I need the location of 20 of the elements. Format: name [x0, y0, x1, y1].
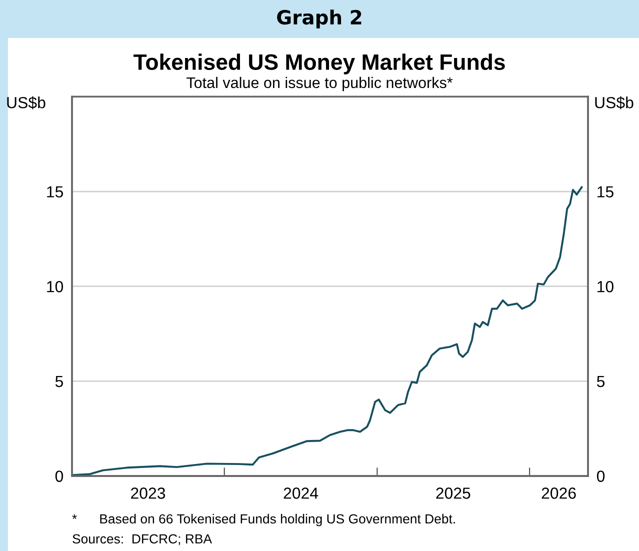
x-tick-label: 2026	[542, 488, 576, 499]
y2-axis-title: US$b	[595, 96, 634, 110]
caption: Graph 2	[277, 10, 362, 28]
text: * Based on 66 Tokenised Funds holding US Government Debt.	[72, 514, 455, 526]
x-tick-label: 2025	[436, 488, 470, 499]
x-tick-label: 2023	[131, 488, 166, 499]
y2-tick-label: 15	[598, 186, 614, 198]
line-series	[72, 186, 583, 476]
chart-subtitle: Total value on issue to public networks*	[186, 76, 453, 92]
y-tick-label: 10	[47, 280, 64, 292]
y-tick-label: 0	[55, 470, 64, 482]
y-tick-label: 15	[47, 186, 63, 198]
y2-tick-label: 5	[596, 376, 605, 388]
y2-tick-label: 0	[596, 470, 605, 482]
y-axis-title: US$b	[7, 96, 46, 110]
x-tick-label: 2024	[284, 488, 318, 499]
source-note: Sources: DFCRC; RBA	[72, 534, 212, 546]
y-tick-label: 5	[55, 376, 63, 388]
chart-title: Tokenised US Money Market Funds	[134, 54, 505, 74]
y2-tick-label: 10	[598, 280, 614, 292]
